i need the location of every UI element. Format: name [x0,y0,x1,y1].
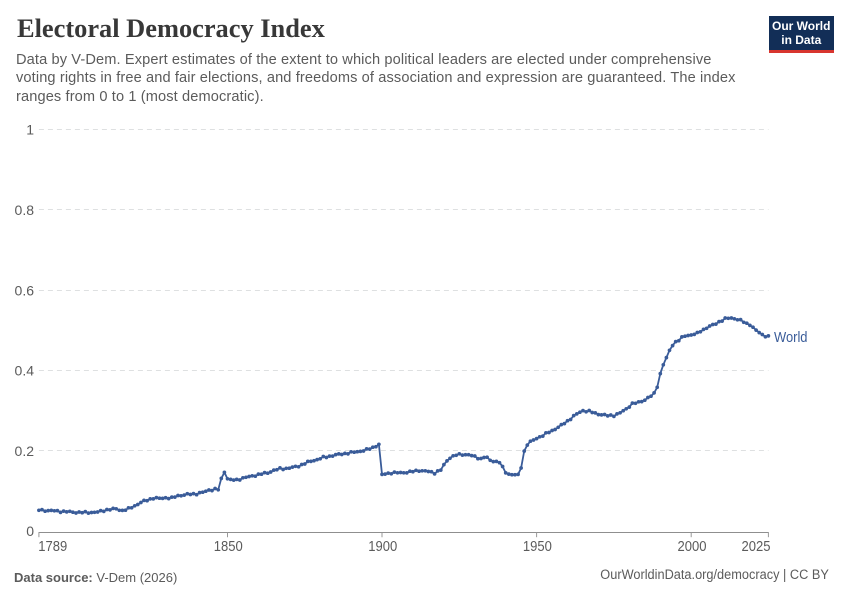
svg-text:1950: 1950 [523,539,552,555]
svg-text:0.6: 0.6 [15,282,35,298]
svg-text:2025: 2025 [742,539,771,555]
svg-text:2000: 2000 [678,539,707,555]
svg-text:0.4: 0.4 [15,363,35,379]
svg-text:1: 1 [26,122,34,138]
svg-text:0: 0 [26,523,34,539]
svg-text:World: World [774,330,808,346]
svg-text:0.2: 0.2 [15,443,35,459]
svg-text:0.8: 0.8 [15,202,35,218]
svg-text:1789: 1789 [38,539,67,555]
svg-text:1850: 1850 [214,539,243,555]
svg-text:1900: 1900 [368,539,397,555]
